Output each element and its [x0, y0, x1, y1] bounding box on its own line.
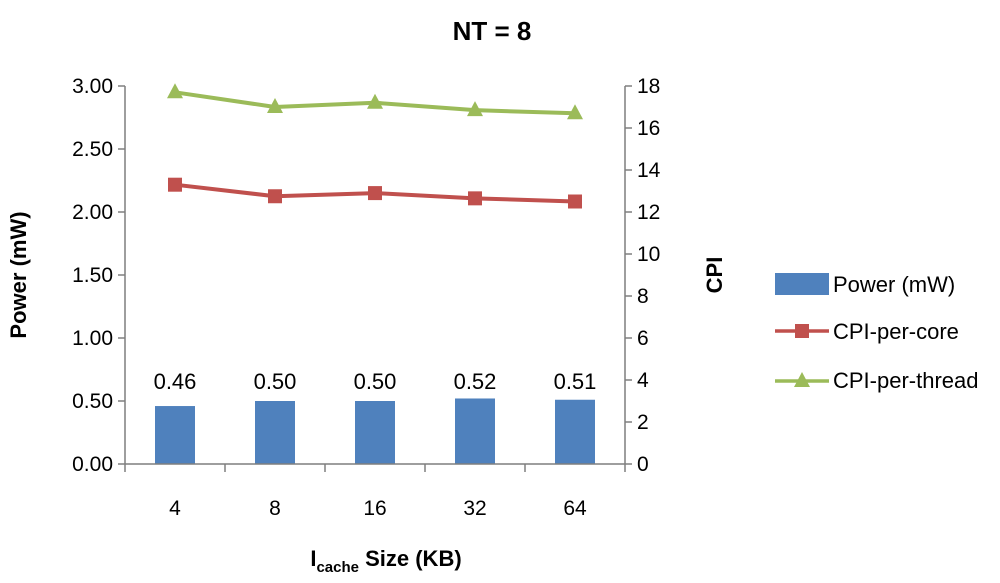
bar-power	[455, 398, 495, 464]
point-cpi-per-core	[568, 194, 582, 209]
point-cpi-per-thread	[567, 104, 583, 120]
legend-label-power: Power (mW)	[833, 272, 955, 297]
x-tick-label: 4	[169, 497, 181, 520]
x-tick-label: 16	[363, 497, 386, 520]
y-tick-label: 1.50	[72, 264, 113, 287]
bar-data-label: 0.51	[554, 369, 597, 394]
bar-power	[555, 399, 595, 464]
point-cpi-per-thread	[367, 93, 383, 109]
y-tick-label: 3.00	[72, 75, 113, 98]
x-axis-ticks: 4 8 16 32 64	[124, 464, 626, 520]
legend-label-cpi-core: CPI-per-core	[833, 319, 959, 344]
y2-axis-title: CPI	[702, 257, 727, 294]
legend: Power (mW) CPI-per-core CPI-per-thread	[775, 272, 979, 393]
left-axis-ticks: 0.00 0.50 1.00 1.50 2.00 2.50 3.00	[72, 75, 125, 476]
legend-label-cpi-thread: CPI-per-thread	[833, 368, 979, 393]
y2-tick-label: 16	[637, 117, 660, 140]
y-tick-label: 2.00	[72, 201, 113, 224]
x-axis-title-sub: cache	[316, 559, 359, 576]
x-axis-title-rest: Size (KB)	[359, 546, 462, 571]
y-tick-label: 0.00	[72, 453, 113, 476]
x-tick-label: 64	[563, 497, 587, 520]
point-cpi-per-core	[268, 189, 282, 204]
y-tick-label: 2.50	[72, 138, 113, 161]
point-cpi-per-thread	[267, 98, 283, 113]
bar-data-label: 0.50	[354, 369, 397, 394]
point-cpi-per-thread	[167, 83, 183, 99]
bar-power	[155, 406, 195, 464]
y2-tick-label: 4	[637, 369, 649, 392]
point-cpi-per-thread	[467, 101, 483, 117]
x-tick-label: 8	[269, 497, 281, 520]
y2-tick-label: 10	[637, 243, 660, 266]
bar-power	[355, 401, 395, 464]
bar-data-label: 0.46	[154, 369, 197, 394]
bar-data-label: 0.52	[454, 369, 497, 394]
y2-tick-label: 14	[637, 159, 661, 182]
plot-area: 0.46 0.50 0.50 0.52 0.51	[124, 83, 626, 465]
point-cpi-per-core	[368, 186, 382, 201]
y2-tick-label: 0	[637, 453, 649, 476]
legend-swatch-power	[775, 273, 829, 295]
bar-data-label: 0.50	[254, 369, 297, 394]
legend-marker-cpi-core	[795, 324, 809, 338]
y2-tick-label: 6	[637, 327, 649, 350]
x-axis-title: Icache Size (KB)	[310, 546, 461, 576]
x-axis-title-main: I	[310, 546, 316, 571]
legend-marker-cpi-thread	[794, 372, 810, 387]
y2-tick-label: 12	[637, 201, 660, 224]
y-tick-label: 0.50	[72, 390, 113, 413]
bar-power	[255, 401, 295, 464]
right-axis-ticks: 0 2 4 6 8 10 12 14 16 18	[625, 75, 661, 476]
y2-tick-label: 8	[637, 285, 649, 308]
y-tick-label: 1.00	[72, 327, 113, 350]
point-cpi-per-core	[168, 177, 182, 192]
y2-tick-label: 18	[637, 75, 660, 98]
y2-tick-label: 2	[637, 411, 649, 434]
y-axis-title: Power (mW)	[6, 211, 31, 338]
x-tick-label: 32	[463, 497, 486, 520]
point-cpi-per-core	[468, 191, 482, 206]
chart-title: NT = 8	[453, 16, 532, 46]
